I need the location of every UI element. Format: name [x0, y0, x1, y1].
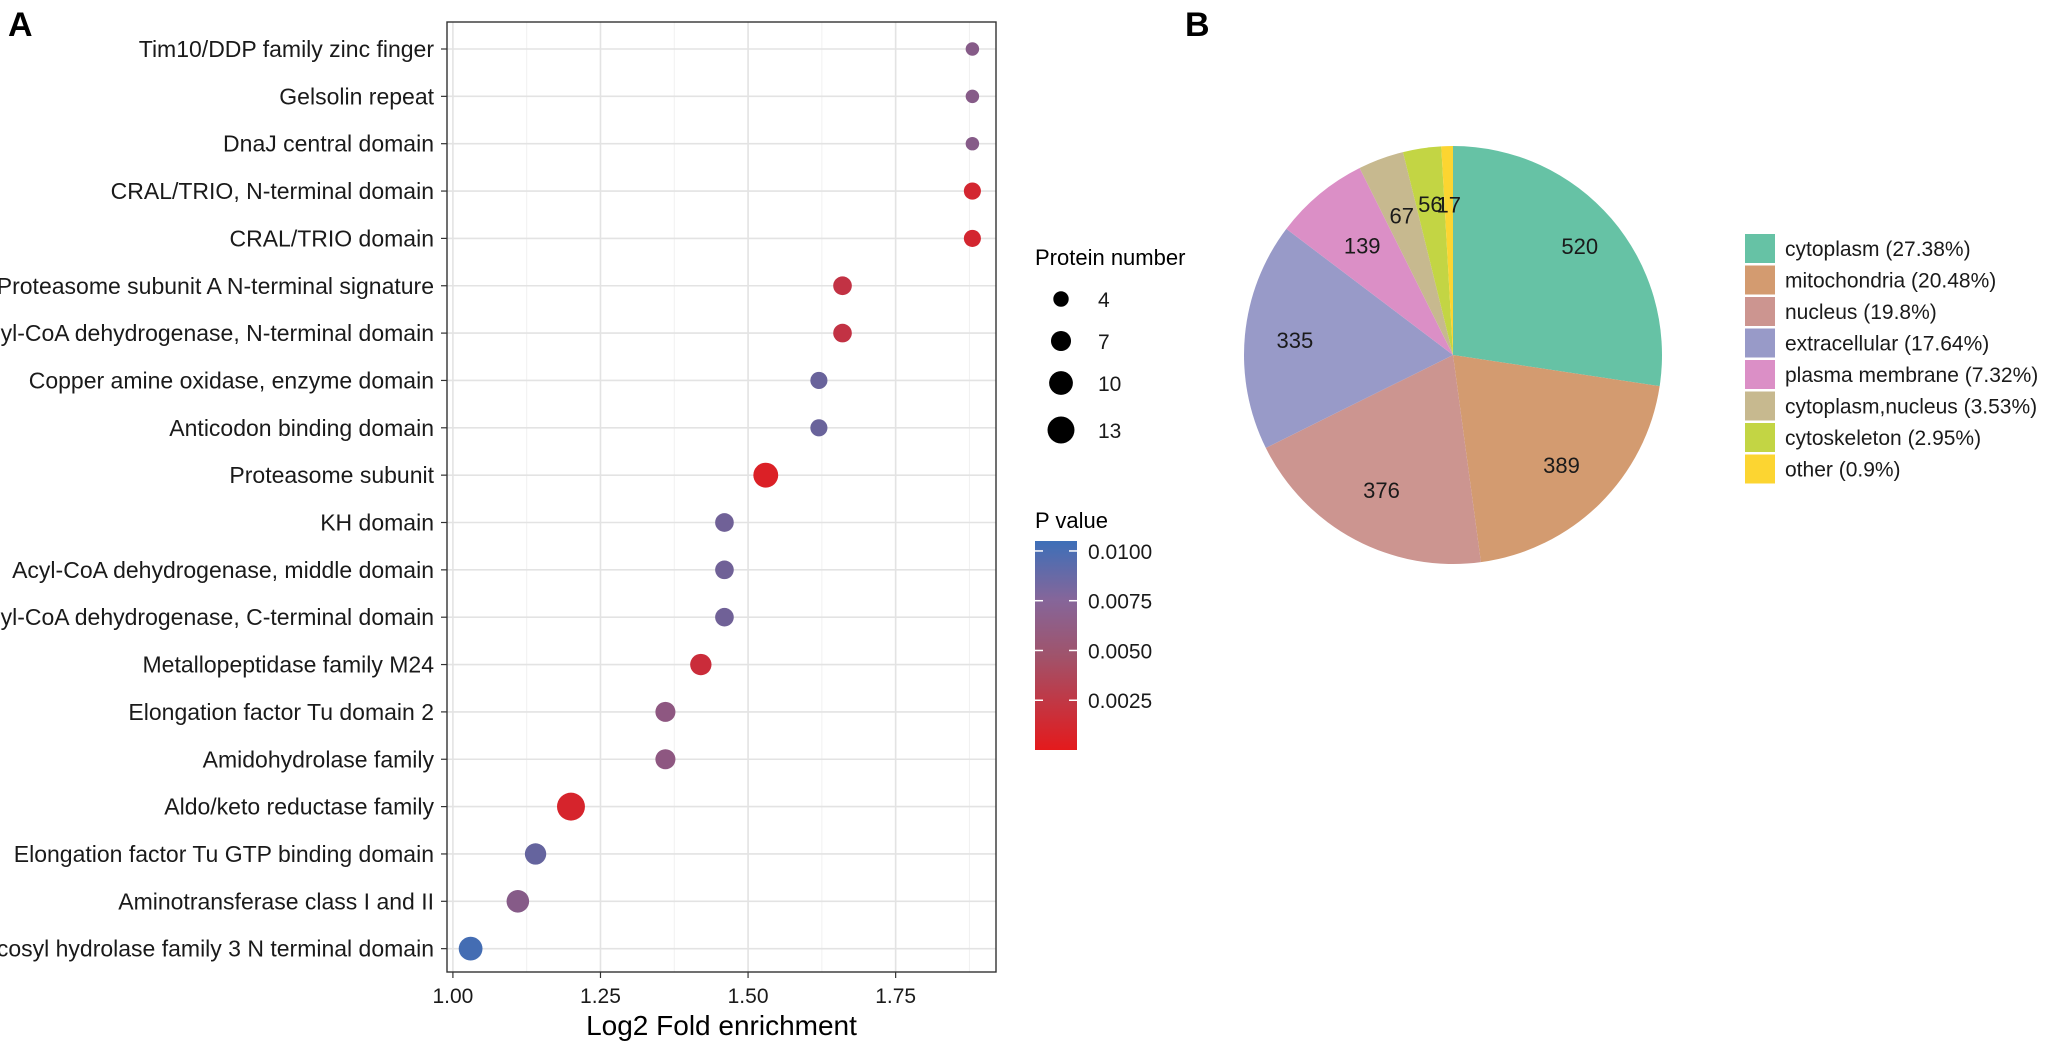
data-point	[965, 42, 980, 56]
pie-legend-label: nucleus (19.8%)	[1785, 301, 1937, 324]
y-tick-label: Amidohydrolase family	[203, 746, 435, 772]
color-legend-label: 0.0050	[1088, 640, 1152, 663]
data-point	[690, 653, 712, 676]
pie-slice	[1441, 146, 1453, 355]
pie-legend-label: cytoskeleton (2.95%)	[1785, 427, 1981, 450]
data-point	[458, 936, 483, 961]
y-tick-label: DnaJ central domain	[223, 131, 434, 157]
y-tick-label: Metallopeptidase family M24	[143, 652, 435, 678]
pie-slice	[1453, 146, 1663, 387]
data-point	[753, 462, 779, 488]
pie-value-label: 139	[1344, 234, 1381, 259]
data-point	[655, 701, 676, 722]
pie-legend-key	[1745, 391, 1775, 421]
pie-slice	[1244, 228, 1453, 448]
data-point	[833, 323, 852, 343]
data-point	[524, 843, 547, 865]
y-tick-label: Proteasome subunit A N-terminal signatur…	[0, 273, 434, 299]
y-tick-label: Glycosyl hydrolase family 3 N terminal d…	[0, 936, 434, 962]
pie-legend-label: other (0.9%)	[1785, 459, 1901, 482]
pie-legend-key	[1745, 328, 1775, 358]
pie-legend-key	[1745, 297, 1775, 326]
pie-slice	[1453, 355, 1660, 563]
color-legend-bar	[1035, 541, 1077, 750]
data-point	[506, 890, 530, 913]
y-tick-label: Elongation factor Tu GTP binding domain	[14, 841, 434, 867]
pie-slice	[1286, 168, 1453, 355]
plot-area-a	[447, 22, 996, 972]
color-legend-label: 0.0100	[1088, 541, 1152, 564]
size-legend-key	[1049, 371, 1073, 395]
panel-a: A Tim10/DDP family zinc finger Gelsolin re…	[0, 6, 1185, 1041]
y-tick-label: CRAL/TRIO, N-terminal domain	[111, 178, 434, 204]
x-tick-label: 1.25	[580, 985, 621, 1008]
y-tick-label: Copper amine oxidase, enzyme domain	[29, 367, 434, 393]
pie-value-label: 389	[1543, 453, 1580, 478]
pie-value-label: 520	[1561, 234, 1598, 259]
plot-border-a	[446, 21, 997, 973]
x-axis-title: Log2 Fold enrichment	[586, 1010, 857, 1041]
y-tick-label: Acyl-CoA dehydrogenase, C-terminal domai…	[0, 604, 434, 630]
color-legend-label: 0.0075	[1088, 591, 1152, 614]
pie-legend-key	[1745, 265, 1775, 295]
data-point	[965, 89, 980, 104]
pie-value-label: 17	[1437, 193, 1461, 218]
y-tick-label: Gelsolin repeat	[279, 83, 434, 109]
color-legend-label: 0.0025	[1088, 690, 1152, 713]
y-tick-label: Anticodon binding domain	[169, 415, 434, 441]
pie-value-label: 376	[1363, 478, 1400, 503]
pie-legend-key	[1745, 454, 1775, 484]
data-point	[715, 560, 734, 580]
pie-legend-key	[1745, 234, 1775, 263]
color-legend-title: P value	[1035, 508, 1108, 533]
pie-legend-label: cytoplasm,nucleus (3.53%)	[1785, 396, 2037, 419]
size-legend-key	[1053, 291, 1069, 307]
data-point	[715, 513, 734, 532]
pie-slice	[1265, 355, 1481, 564]
y-tick-label: Aldo/keto reductase family	[164, 794, 434, 820]
size-legend-key	[1047, 416, 1075, 444]
size-legend-label: 13	[1098, 420, 1121, 443]
y-tick-label: Proteasome subunit	[229, 462, 434, 488]
data-point	[810, 371, 828, 389]
pie-slice	[1403, 146, 1453, 355]
size-legend-label: 10	[1098, 373, 1121, 396]
y-tick-label: KH domain	[320, 510, 434, 536]
x-tick-label: 1.50	[728, 985, 769, 1008]
data-point	[556, 792, 585, 821]
size-legend-key	[1050, 330, 1072, 352]
panel-b-label: B	[1185, 6, 1210, 44]
pie-value-label: 67	[1390, 204, 1414, 229]
data-point	[833, 276, 852, 296]
y-tick-label: Tim10/DDP family zinc finger	[139, 36, 435, 62]
pie-legend-key	[1745, 423, 1775, 452]
data-point	[715, 607, 734, 627]
pie-legend-label: plasma membrane (7.32%)	[1785, 364, 2038, 387]
x-tick-label: 1.75	[875, 985, 916, 1008]
size-legend-title: Protein number	[1035, 245, 1185, 270]
data-point	[963, 229, 981, 247]
y-tick-label: CRAL/TRIO domain	[229, 225, 434, 251]
data-point	[810, 419, 828, 437]
y-tick-label: Elongation factor Tu domain 2	[128, 699, 434, 725]
y-tick-label: Aminotransferase class I and II	[118, 888, 434, 914]
pie-slice	[1359, 152, 1453, 355]
pie-legend-label: mitochondria (20.48%)	[1785, 270, 1996, 293]
pie-legend-label: extracellular (17.64%)	[1785, 333, 1989, 356]
y-tick-label: Acyl-CoA dehydrogenase, middle domain	[12, 557, 434, 583]
pie-value-label: 56	[1418, 192, 1442, 217]
y-tick-label: Acyl-CoA dehydrogenase, N-terminal domai…	[0, 320, 434, 346]
size-legend-label: 7	[1098, 331, 1110, 354]
panel-a-label: A	[8, 6, 33, 44]
data-point	[963, 182, 981, 200]
pie-legend-key	[1745, 360, 1775, 389]
x-tick-label: 1.00	[432, 985, 473, 1008]
data-point	[655, 749, 676, 770]
size-legend-label: 4	[1098, 289, 1110, 312]
data-point	[965, 136, 980, 151]
pie-value-label: 335	[1276, 328, 1313, 353]
pie-legend-label: cytoplasm (27.38%)	[1785, 238, 1971, 261]
